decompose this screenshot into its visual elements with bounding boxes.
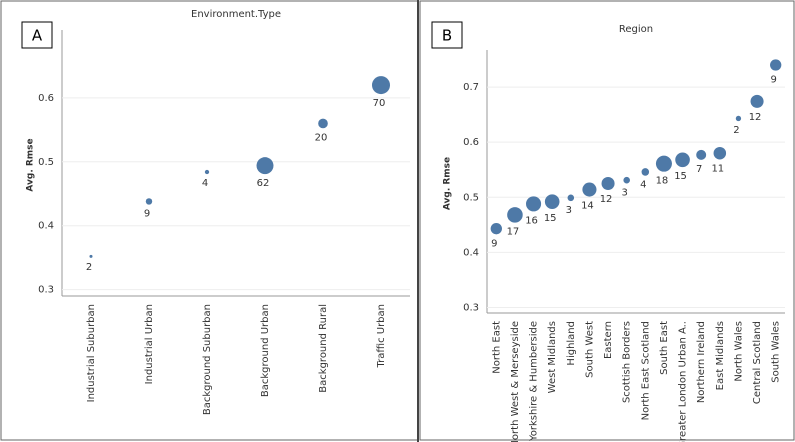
y-tick-label: 0.5 [38,157,54,168]
x-tick-label: North East Scotland [640,321,651,420]
y-tick-label: 0.6 [38,93,54,104]
x-tick-label: South East [659,321,670,375]
x-tick-label: Traffic Urban [376,304,387,368]
data-label: 9 [771,75,777,86]
x-tick-label: Scottish Borders [622,321,633,403]
y-tick-label: 0.3 [38,285,54,296]
data-label: 3 [566,205,572,216]
x-tick-label: North West & Merseyside [510,321,521,442]
x-tick-label: South Wales [771,321,782,383]
bubble [204,169,210,175]
y-tick-label: 0.4 [38,221,54,232]
x-tick-label: West Midlands [547,321,558,393]
bubble [318,118,328,129]
x-tick-label: East Midlands [715,321,726,390]
x-tick-label: Background Suburban [202,304,213,415]
data-label: 4 [202,178,208,189]
data-label: 18 [656,176,669,187]
data-label: 12 [600,194,613,205]
x-tick-label: Greater London Urban A.. [678,321,689,442]
bubble [735,115,742,122]
bubble [750,94,764,108]
data-label: 11 [711,163,724,174]
x-tick-label: Yorkshire & Humberside [529,321,540,442]
panel-label-box [431,21,463,49]
bubble [256,157,274,175]
data-label: 2 [733,125,739,136]
x-tick-label: Background Urban [260,304,271,397]
bubble [601,176,615,191]
bubble [623,176,630,184]
y-axis-title: Avg. Rmse [443,157,453,210]
x-tick-label: Highland [566,321,577,366]
data-label: 12 [749,112,762,123]
data-label: 20 [315,132,328,143]
bubble [655,155,672,172]
x-tick-label: Industrial Urban [144,304,155,384]
y-tick-label: 0.6 [463,137,479,148]
bubble [89,254,93,258]
data-label: 3 [622,187,628,198]
bubble [713,146,727,160]
bubble [567,194,575,202]
panel-label-box [21,21,53,49]
x-tick-label: Central Scotland [752,321,763,404]
bubble [490,223,502,235]
data-label: 9 [491,238,497,249]
data-label: 70 [373,98,386,109]
chart-title: Region [619,24,653,35]
data-label: 4 [640,180,646,191]
data-label: 17 [507,227,520,238]
x-tick-label: Industrial Suburban [86,304,97,402]
bubble [526,196,542,212]
x-tick-label: Northern Ireland [696,321,707,403]
y-tick-label: 0.3 [463,302,479,313]
data-label: 2 [86,262,92,273]
x-tick-label: North East [491,321,502,374]
data-label: 7 [696,164,702,175]
x-tick-label: North Wales [733,321,744,382]
data-label: 15 [544,213,557,224]
chart-title: Environment.Type [191,9,281,20]
bubble [544,194,560,209]
bubble [507,207,523,223]
bubble [696,149,707,160]
x-tick-label: Eastern [603,321,614,359]
x-tick-label: Background Rural [318,304,329,393]
bubble [145,198,153,205]
panel-label: A [32,27,43,45]
data-label: 16 [525,215,538,226]
bubble [770,59,782,71]
data-label: 14 [581,201,594,212]
panel-b-frame [419,0,795,441]
data-label: 9 [144,209,150,220]
data-label: 15 [674,171,687,182]
y-tick-label: 0.7 [463,82,479,93]
y-tick-label: 0.4 [463,247,479,258]
bubble [641,168,650,176]
bubble [372,76,390,95]
panel-label: B [442,27,452,45]
y-axis-title: Avg. Rmse [26,138,36,191]
x-tick-label: South West [584,321,595,378]
bubble [675,152,690,168]
bubble [582,182,597,197]
y-tick-label: 0.5 [463,192,479,203]
data-label: 62 [257,178,270,189]
